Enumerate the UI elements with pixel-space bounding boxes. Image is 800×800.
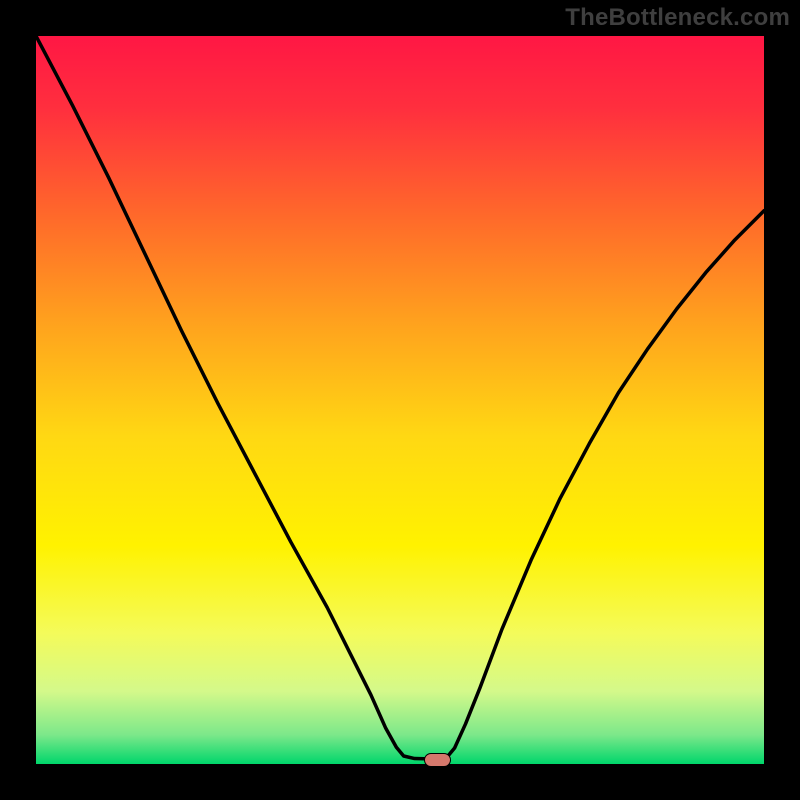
plot-area [36,36,764,764]
chart-frame: TheBottleneck.com [0,0,800,800]
min-marker [424,753,451,767]
watermark-text: TheBottleneck.com [565,4,790,32]
bottleneck-curve [36,36,764,759]
curve-layer [36,36,764,764]
